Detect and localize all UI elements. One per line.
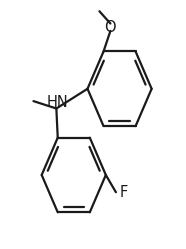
Text: O: O — [105, 20, 116, 35]
Text: HN: HN — [47, 95, 69, 110]
Text: F: F — [120, 185, 128, 200]
